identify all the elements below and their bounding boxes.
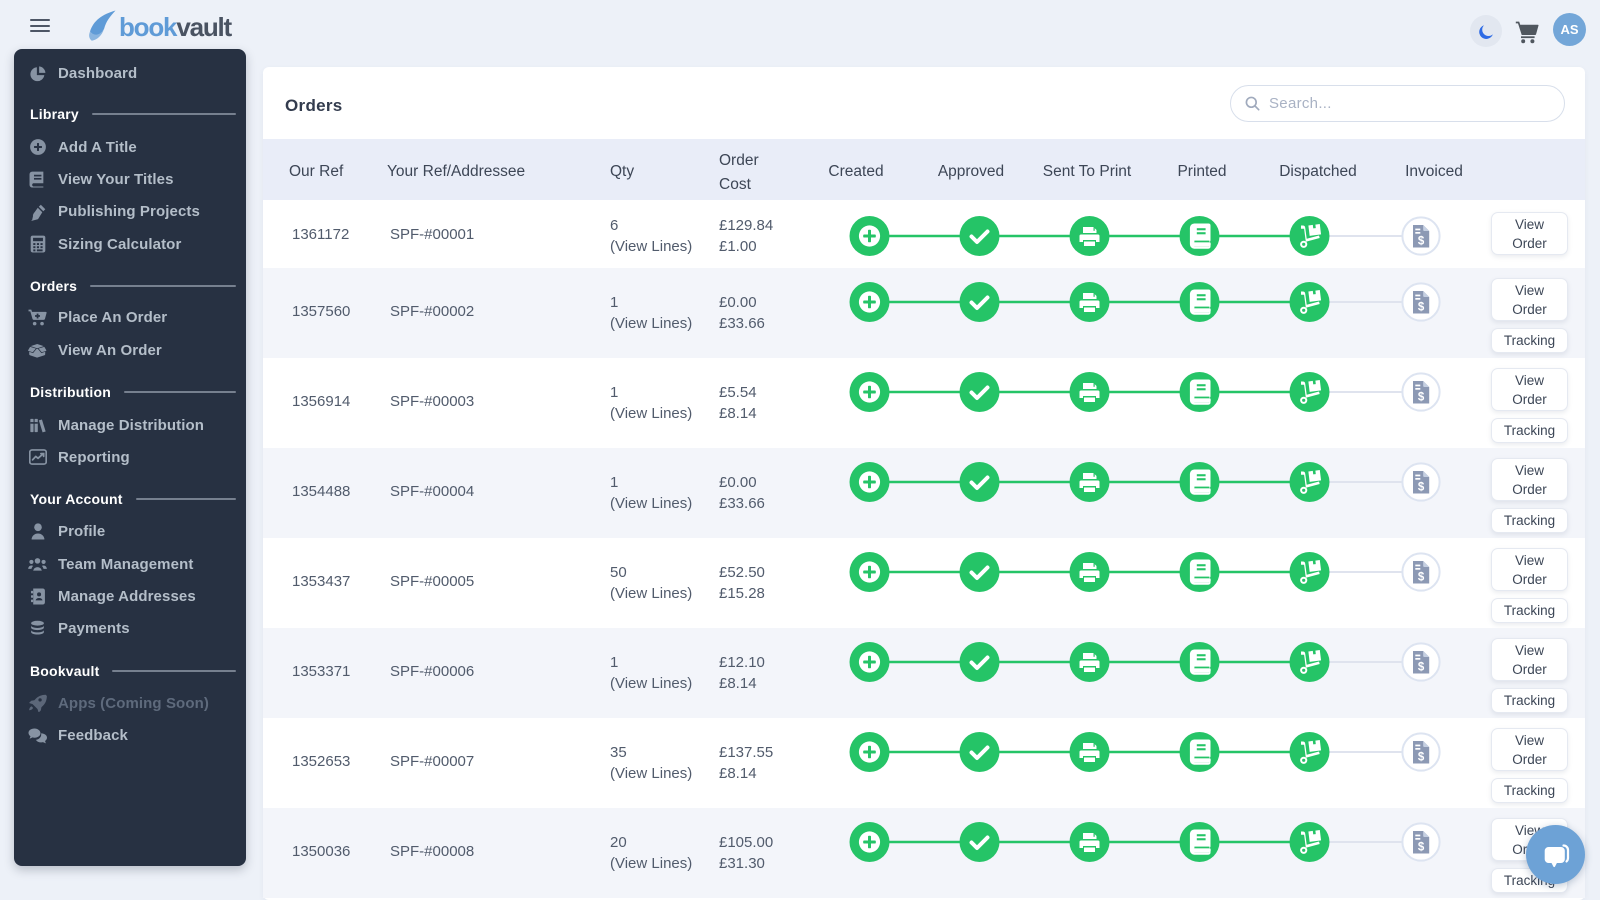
svg-text:$: $	[1418, 391, 1425, 403]
svg-text:$: $	[1418, 751, 1425, 763]
svg-text:$: $	[1418, 235, 1425, 247]
svg-text:$: $	[1418, 661, 1425, 673]
svg-text:$: $	[1418, 481, 1425, 493]
svg-text:$: $	[1418, 301, 1425, 313]
svg-text:$: $	[1418, 841, 1425, 853]
svg-text:$: $	[1418, 571, 1425, 583]
